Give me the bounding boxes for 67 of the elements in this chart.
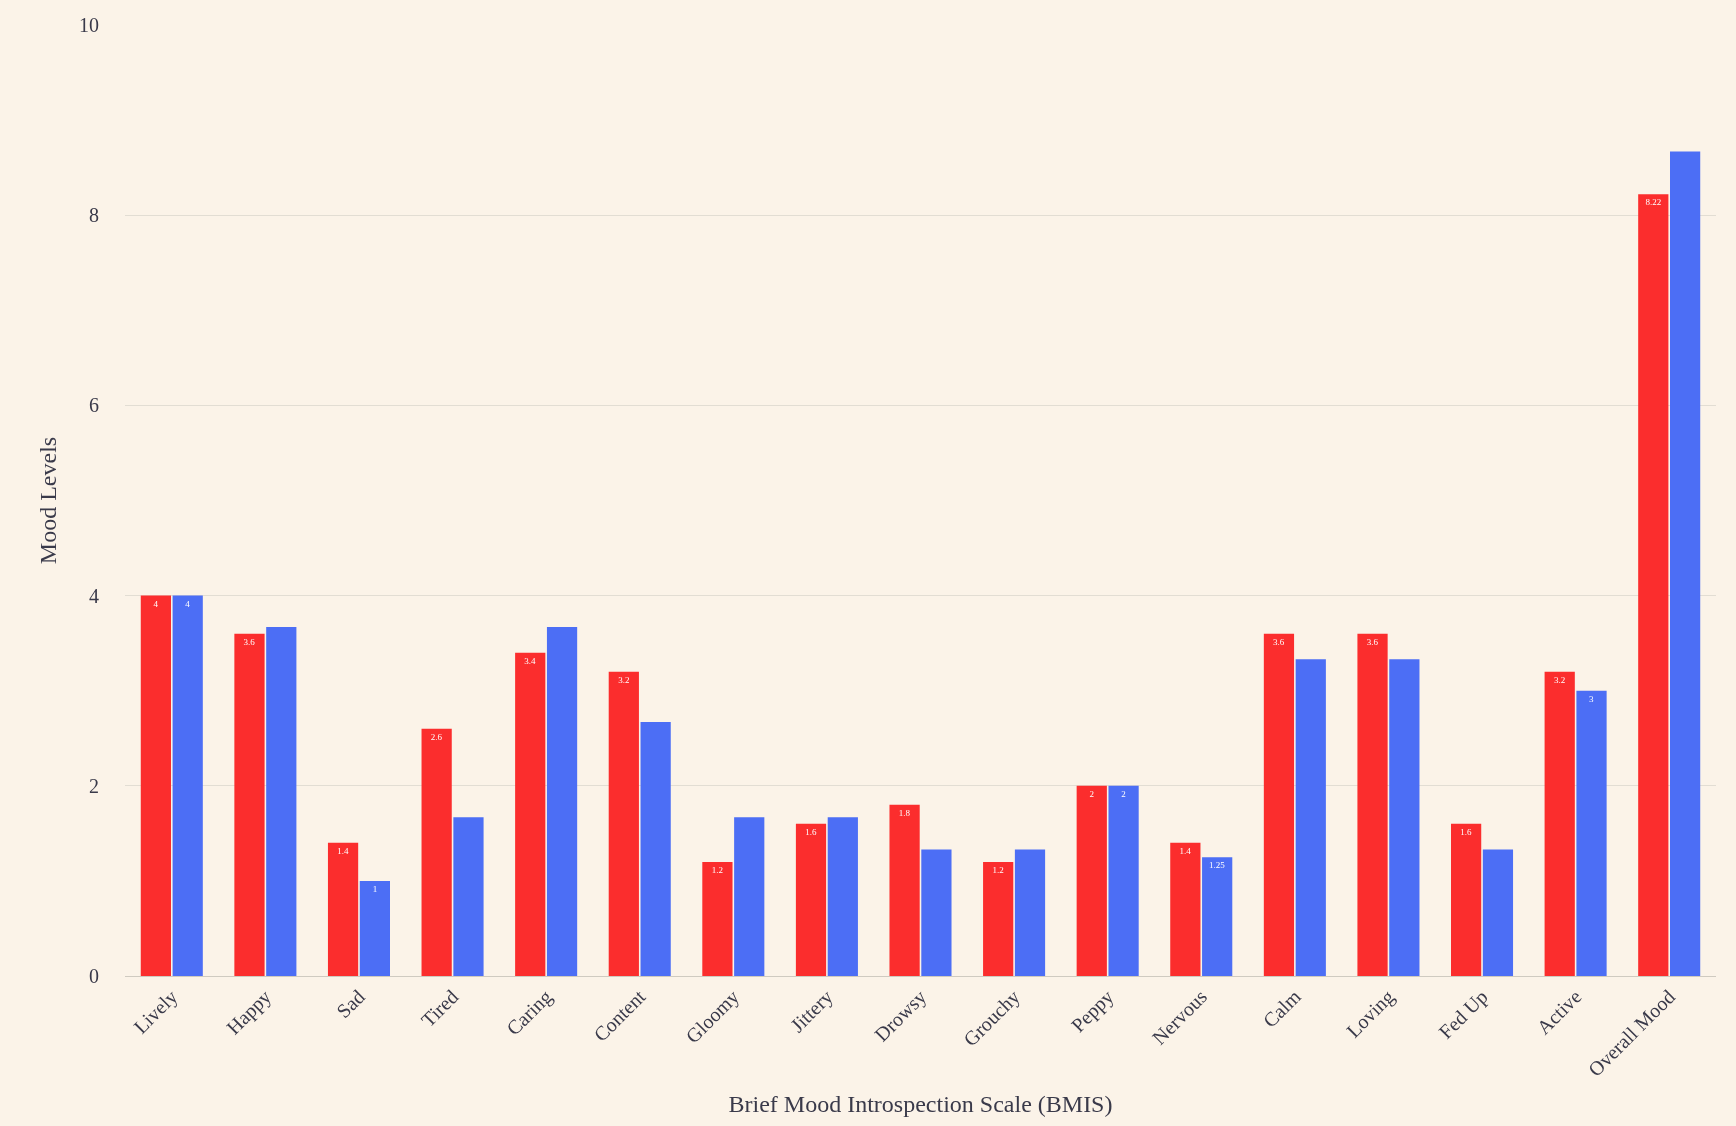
- bar: [421, 728, 452, 976]
- bar: [1295, 659, 1326, 976]
- data-label: 3.4: [524, 655, 537, 666]
- bar: [827, 817, 858, 976]
- bar: [702, 861, 733, 976]
- bar: [1263, 633, 1295, 976]
- bar: [1170, 842, 1201, 976]
- bar: [140, 595, 171, 976]
- data-label: 2.6: [430, 731, 443, 742]
- bar: [453, 817, 484, 976]
- data-label: 3.6: [1366, 636, 1379, 647]
- data-label: 1.8: [898, 807, 911, 818]
- x-axis-title: Brief Mood Introspection Scale (BMIS): [728, 1090, 1113, 1117]
- y-tick-label: 4: [89, 584, 99, 607]
- bar: [889, 804, 920, 976]
- bar: [1482, 849, 1514, 976]
- bar: [795, 823, 827, 976]
- y-tick-label: 8: [89, 204, 99, 227]
- x-tick-label: Fed Up: [1434, 985, 1493, 1044]
- bar: [1638, 194, 1669, 976]
- data-label: 4: [185, 598, 191, 609]
- data-label: 4: [153, 598, 159, 609]
- bar: [1389, 659, 1420, 976]
- bar: [1544, 671, 1575, 976]
- y-tick-label: 0: [89, 965, 99, 987]
- data-label: 1.4: [1179, 845, 1192, 856]
- bar: [1108, 785, 1139, 976]
- data-label: 1.4: [337, 845, 349, 856]
- x-tick-label: Sad: [332, 985, 369, 1023]
- bar: [546, 626, 578, 976]
- data-label: 1.2: [711, 864, 724, 875]
- bar: [734, 817, 765, 976]
- bar: [234, 633, 265, 976]
- data-label: 3.2: [1554, 674, 1566, 685]
- bar: [515, 652, 546, 976]
- data-label: 1.25: [1209, 860, 1226, 871]
- bar: [608, 671, 639, 976]
- data-label: 3.6: [243, 636, 256, 647]
- bar: [172, 595, 203, 976]
- data-label: 3: [1589, 693, 1595, 704]
- data-label: 1.6: [1460, 826, 1472, 837]
- data-label: 1: [372, 883, 378, 894]
- bar: [1076, 785, 1107, 976]
- bar: [1670, 151, 1701, 976]
- data-label: 1.6: [805, 826, 817, 837]
- bar: [266, 626, 297, 976]
- y-axis-title: Mood Levels: [35, 436, 62, 565]
- bar: [921, 849, 952, 976]
- y-tick-label: 2: [89, 774, 99, 797]
- data-label: 3.6: [1273, 636, 1285, 647]
- data-label: 2: [1121, 788, 1126, 799]
- data-label: 2: [1089, 788, 1095, 799]
- data-label: 8.22: [1645, 197, 1662, 208]
- bar: [983, 861, 1014, 976]
- data-label: 3.2: [618, 674, 630, 685]
- y-tick-label: 10: [79, 14, 99, 36]
- bar: [327, 842, 359, 976]
- x-tick-label: Calm: [1258, 985, 1306, 1032]
- bar: [640, 722, 671, 976]
- bar: [1014, 849, 1046, 976]
- bar: [1576, 690, 1607, 976]
- bar: [359, 880, 390, 976]
- bar: [1357, 633, 1388, 976]
- y-tick-label: 6: [89, 394, 99, 417]
- data-label: 1.2: [992, 864, 1004, 875]
- bar: [1202, 857, 1233, 976]
- bar: [1451, 823, 1482, 976]
